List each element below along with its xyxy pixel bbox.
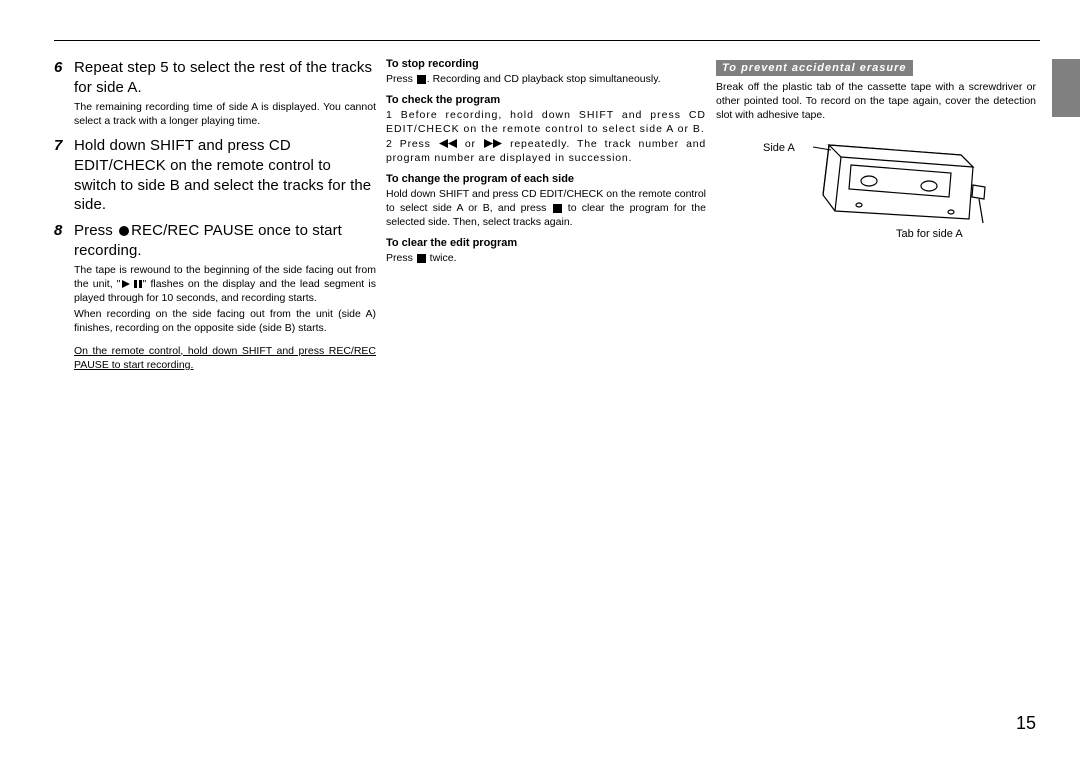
text: or xyxy=(458,138,483,150)
change-program-text: Hold down SHIFT and press CD EDIT/CHECK … xyxy=(386,187,706,230)
step-6-note: The remaining recording time of side A i… xyxy=(54,100,376,128)
column-2: To stop recording Press . Recording and … xyxy=(386,58,706,372)
check-program-2: 2 Press or repeatedly. The track number … xyxy=(386,137,706,165)
step-8: 8 Press REC/REC PAUSE once to start reco… xyxy=(54,221,376,261)
column-3: To prevent accidental erasure Break off … xyxy=(716,58,1036,372)
text: twice. xyxy=(427,252,457,264)
tab-label: Tab for side A xyxy=(896,228,963,240)
step-number: 7 xyxy=(54,136,74,215)
text: Press xyxy=(386,252,416,264)
step-text: Repeat step 5 to select the rest of the … xyxy=(74,58,376,98)
erasure-banner: To prevent accidental erasure xyxy=(716,60,913,76)
manual-page: 6 Repeat step 5 to select the rest of th… xyxy=(0,0,1080,764)
stop-icon xyxy=(553,204,562,213)
check-program-head: To check the program xyxy=(386,94,706,106)
column-1: 6 Repeat step 5 to select the rest of th… xyxy=(54,58,376,372)
cassette-svg: Side A Tab for side A xyxy=(751,133,1001,243)
step-7: 7 Hold down SHIFT and press CD EDIT/CHEC… xyxy=(54,136,376,215)
clear-program-head: To clear the edit program xyxy=(386,237,706,249)
step-8-note-a: The tape is rewound to the beginning of … xyxy=(54,263,376,306)
play-icon xyxy=(122,280,132,288)
check-program-1: 1 Before recording, hold down SHIFT and … xyxy=(386,108,706,136)
step-number: 6 xyxy=(54,58,74,98)
step-8-note-b: When recording on the side facing out fr… xyxy=(54,307,376,335)
step-text: Press REC/REC PAUSE once to start record… xyxy=(74,221,376,261)
step-number: 8 xyxy=(54,221,74,261)
text: 2 Press xyxy=(386,138,438,150)
stop-recording-text: Press . Recording and CD playback stop s… xyxy=(386,72,706,86)
step-6: 6 Repeat step 5 to select the rest of th… xyxy=(54,58,376,98)
step8-pre: Press xyxy=(74,222,117,239)
erasure-text: Break off the plastic tab of the cassett… xyxy=(716,80,1036,123)
page-number: 15 xyxy=(1016,713,1036,734)
change-program-head: To change the program of each side xyxy=(386,173,706,185)
stop-icon xyxy=(417,254,426,263)
stop-icon xyxy=(417,75,426,84)
stop-recording-head: To stop recording xyxy=(386,58,706,70)
fast-forward-icon xyxy=(484,139,502,148)
record-icon xyxy=(118,225,130,237)
step-text: Hold down SHIFT and press CD EDIT/CHECK … xyxy=(74,136,376,215)
cassette-illustration: Side A Tab for side A xyxy=(716,133,1036,248)
pause-icon xyxy=(134,280,142,288)
step-8-note-remote: On the remote control, hold down SHIFT a… xyxy=(54,344,376,372)
rewind-icon xyxy=(439,139,457,148)
text: . Recording and CD playback stop simulta… xyxy=(427,73,661,85)
clear-program-text: Press twice. xyxy=(386,251,706,265)
page-edge-tab xyxy=(1052,59,1080,117)
side-a-label: Side A xyxy=(763,142,795,154)
text: Press xyxy=(386,73,416,85)
horizontal-rule xyxy=(54,40,1040,41)
content-columns: 6 Repeat step 5 to select the rest of th… xyxy=(54,58,1040,372)
